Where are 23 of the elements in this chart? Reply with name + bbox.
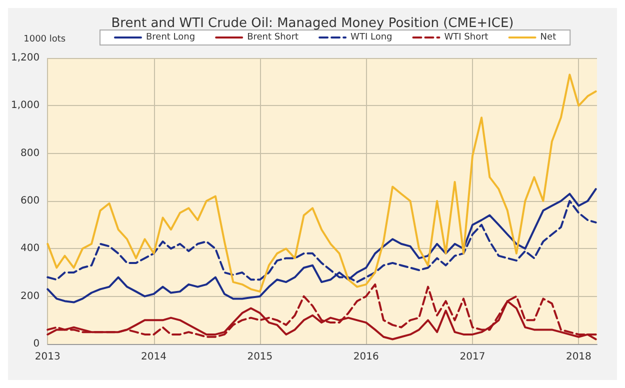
line-series xyxy=(46,74,597,293)
x-tick-label: 2016 xyxy=(353,352,379,362)
x-tick-label: 2017 xyxy=(460,352,486,362)
y-tick-label: 1,000 xyxy=(10,100,40,112)
x-tick-label: 2015 xyxy=(247,352,273,362)
x-tick-label: 2014 xyxy=(141,352,167,362)
line-series xyxy=(46,283,597,338)
legend-label: WTI Short xyxy=(444,32,489,42)
legend-label: Net xyxy=(540,32,557,42)
y-tick-label: 0 xyxy=(33,338,40,350)
y-tick-label: 200 xyxy=(20,290,40,302)
x-tick-label: 2018 xyxy=(566,352,592,362)
legend-label: Brent Long xyxy=(146,32,196,42)
legend-label: Brent Short xyxy=(247,32,300,42)
legend-label: WTI Long xyxy=(350,32,392,42)
line-series xyxy=(46,188,597,304)
x-tick-label: 2013 xyxy=(34,352,60,362)
chart-title: Brent and WTI Crude Oil: Managed Money Position (CME+ICE) xyxy=(111,16,514,31)
y-tick-label: 800 xyxy=(20,148,40,159)
y-tick-label: 600 xyxy=(20,196,40,206)
y-axis-title: 1000 lots xyxy=(24,34,66,44)
y-tick-label: 400 xyxy=(20,243,40,254)
y-tick-label: 1,200 xyxy=(10,52,40,64)
